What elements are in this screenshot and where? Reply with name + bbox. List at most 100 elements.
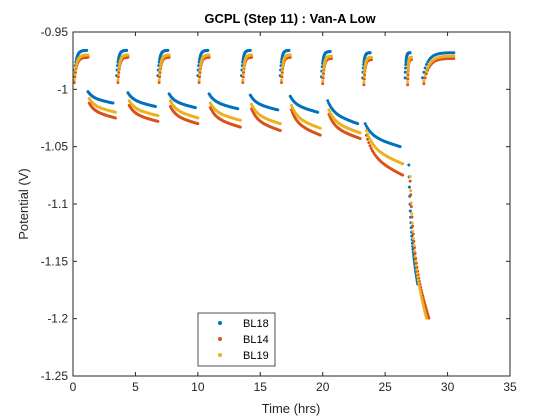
bl14-point xyxy=(116,75,120,79)
bl19-point xyxy=(198,73,202,77)
bl19-point xyxy=(414,259,418,263)
bl19-point xyxy=(423,312,427,316)
bl19-point xyxy=(416,275,420,279)
x-tick-label: 15 xyxy=(254,380,268,394)
bl19-point xyxy=(424,316,428,320)
bl14-point xyxy=(157,80,161,84)
x-tick-label: 30 xyxy=(441,380,455,394)
bl19-point xyxy=(416,278,420,282)
bl19-point xyxy=(321,74,325,78)
bl18-point xyxy=(407,163,411,167)
bl19-point xyxy=(410,212,414,216)
bl19-point xyxy=(422,305,426,309)
bl14-point xyxy=(318,133,322,137)
bl14-point xyxy=(278,129,282,133)
bl19-point xyxy=(329,54,333,58)
bl19-point xyxy=(327,108,331,112)
bl14-point xyxy=(452,56,456,60)
bl19-point xyxy=(157,78,161,82)
bl14-point xyxy=(329,56,333,60)
bl19-point xyxy=(417,281,421,285)
bl14-point xyxy=(412,239,416,243)
bl18-point xyxy=(166,48,170,52)
bl14-point xyxy=(250,55,254,59)
y-tick-label: -1.15 xyxy=(41,254,69,268)
bl18-point xyxy=(153,104,157,108)
bl14-point xyxy=(358,137,362,141)
bl19-point xyxy=(409,201,413,205)
bl18-point xyxy=(85,48,89,52)
bl19-point xyxy=(241,73,245,77)
bl19-point xyxy=(369,55,373,59)
y-tick-label: -1 xyxy=(57,82,68,96)
bl19-point xyxy=(238,118,242,122)
bl19-point xyxy=(421,300,425,304)
x-tick-label: 35 xyxy=(503,380,517,394)
bl14-point xyxy=(422,82,426,86)
bl18-point xyxy=(422,70,426,74)
bl19-point xyxy=(363,71,367,75)
bl14-point xyxy=(241,80,245,84)
bl19-point xyxy=(367,135,371,139)
legend-box xyxy=(197,312,276,367)
bl19-point xyxy=(280,68,284,72)
bl19-point xyxy=(366,132,370,136)
bl19-point xyxy=(116,78,120,82)
bl14-point xyxy=(238,125,242,129)
bl19-point xyxy=(126,53,130,57)
bl18-point xyxy=(425,63,428,67)
bl18-point xyxy=(398,145,402,149)
bl19-point xyxy=(364,129,368,133)
bl14-point xyxy=(280,80,284,84)
bl14-point xyxy=(241,75,245,79)
bl18-point xyxy=(368,51,372,55)
bl18-point xyxy=(206,48,210,52)
bl14-point xyxy=(280,75,284,79)
bl19-point xyxy=(417,284,421,288)
bl18-point xyxy=(404,66,408,70)
bl19-point xyxy=(86,53,90,57)
bl19-point xyxy=(358,131,362,135)
bl14-legend-marker xyxy=(218,337,222,341)
bl14-point xyxy=(86,55,90,59)
y-tick-label: -1.05 xyxy=(41,140,69,154)
bl19-point xyxy=(117,68,121,72)
bl19-point xyxy=(198,68,202,72)
bl19-legend-marker xyxy=(218,353,222,357)
bl14-point xyxy=(408,179,412,183)
bl14-point xyxy=(321,76,325,80)
bl14-point xyxy=(321,82,325,86)
bl14-point xyxy=(367,141,371,145)
bl14-point xyxy=(167,55,171,59)
bl14-point xyxy=(198,75,202,79)
bl18-point xyxy=(363,122,367,126)
bl14-point xyxy=(362,83,366,87)
bl19-point xyxy=(409,189,413,193)
bl19-point xyxy=(321,69,325,73)
bl18-legend-label: BL18 xyxy=(243,318,269,330)
bl18-point xyxy=(316,110,320,114)
bl14-point xyxy=(409,205,413,209)
bl19-point xyxy=(406,80,410,84)
bl19-point xyxy=(410,221,414,225)
bl19-point xyxy=(196,116,200,120)
x-tick-label: 0 xyxy=(70,380,77,394)
bl14-point xyxy=(116,80,120,84)
y-tick-label: -1.25 xyxy=(41,369,69,383)
y-axis: -1.25 -1.2 -1.15 -1.1 -1.05 -1 -0.95 xyxy=(41,25,510,383)
bl19-point xyxy=(158,73,162,77)
bl19-point xyxy=(117,65,121,69)
bl19-point xyxy=(290,103,293,107)
bl14-point xyxy=(126,55,130,59)
points-layer xyxy=(72,48,456,320)
x-tick-label: 25 xyxy=(378,380,392,394)
bl18-point xyxy=(236,107,240,111)
bl18-point xyxy=(125,48,129,52)
bl19-point xyxy=(413,254,417,258)
bl18-point xyxy=(248,48,252,52)
bl18-point xyxy=(356,122,360,126)
bl19-point xyxy=(242,65,246,69)
bl18-point xyxy=(421,76,425,80)
bl19-point xyxy=(418,290,422,294)
bl18-point xyxy=(407,185,411,189)
